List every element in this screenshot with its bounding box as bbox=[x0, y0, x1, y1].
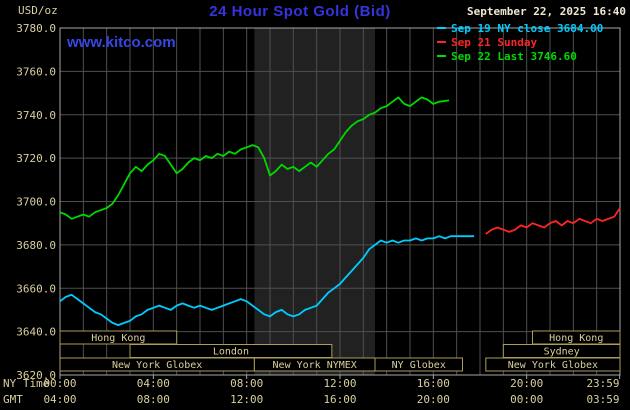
y-axis-tick-label: 3700.0 bbox=[16, 196, 56, 209]
legend-item: Sep 19 NY close 3684.00 bbox=[437, 21, 603, 35]
session-box-label: Sydney bbox=[544, 347, 580, 358]
chart-datetime-label: September 22, 2025 16:40 bbox=[467, 5, 626, 18]
x-axis-gmt-label: 08:00 bbox=[137, 393, 170, 406]
y-axis-tick-label: 3780.0 bbox=[16, 22, 56, 35]
y-axis-tick-label: 3740.0 bbox=[16, 109, 56, 122]
session-box bbox=[59, 330, 178, 345]
legend-label: Sep 22 Last 3746.60 bbox=[451, 49, 577, 63]
x-axis-gmt-label: 20:00 bbox=[417, 393, 450, 406]
x-axis-ny-label: 08:00 bbox=[230, 377, 263, 390]
legend-dash-icon bbox=[437, 27, 446, 29]
session-box-label: Hong Kong bbox=[91, 333, 145, 344]
x-axis-gmt-label: 04:00 bbox=[43, 393, 76, 406]
series-line-sep21-sunday bbox=[485, 207, 621, 235]
ny-time-axis-label: NY Time bbox=[3, 377, 50, 390]
y-axis-tick-label: 3620.0 bbox=[16, 369, 56, 382]
legend: Sep 19 NY close 3684.00 Sep 21 Sunday Sep … bbox=[437, 21, 603, 63]
x-axis-gmt-label: 12:00 bbox=[230, 393, 263, 406]
y-axis-tick-label: 3720.0 bbox=[16, 152, 56, 165]
legend-item: Sep 22 Last 3746.60 bbox=[437, 49, 603, 63]
chart-title: 24 Hour Spot Gold (Bid) bbox=[209, 3, 391, 20]
legend-item: Sep 21 Sunday bbox=[437, 35, 603, 49]
session-box-label: New York Globex bbox=[112, 360, 202, 371]
x-axis-ny-label: 04:00 bbox=[137, 377, 170, 390]
gmt-axis-label: GMT bbox=[3, 393, 23, 406]
x-axis-gmt-label: 00:00 bbox=[510, 393, 543, 406]
y-axis-tick-label: 3680.0 bbox=[16, 239, 56, 252]
session-box bbox=[485, 357, 621, 372]
legend-dash-icon bbox=[437, 41, 446, 43]
session-box-label: New York Globex bbox=[508, 360, 598, 371]
session-box bbox=[374, 357, 463, 372]
y-axis-tick-label: 3640.0 bbox=[16, 326, 56, 339]
x-axis-ny-label: 00:00 bbox=[43, 377, 76, 390]
session-box-label: NY Globex bbox=[392, 360, 446, 371]
x-axis-ny-label: 12:00 bbox=[323, 377, 356, 390]
kitco-watermark-link[interactable]: www.kitco.com bbox=[67, 34, 176, 51]
series-line-sep22-last bbox=[59, 96, 450, 220]
x-axis-gmt-label: 03:59 bbox=[586, 393, 619, 406]
session-box-label: Hong Kong bbox=[549, 333, 603, 344]
y-axis-tick-label: 3660.0 bbox=[16, 282, 56, 295]
y-axis-tick-label: 3760.0 bbox=[16, 65, 56, 78]
x-axis-ny-label: 23:59 bbox=[586, 377, 619, 390]
x-axis-ny-label: 16:00 bbox=[417, 377, 450, 390]
x-axis-gmt-label: 16:00 bbox=[323, 393, 356, 406]
legend-label: Sep 19 NY close 3684.00 bbox=[451, 21, 604, 35]
legend-label: Sep 21 Sunday bbox=[451, 35, 538, 49]
y-axis-units-label: USD/oz bbox=[18, 4, 58, 17]
session-box-label: London bbox=[213, 347, 249, 358]
x-axis-ny-label: 20:00 bbox=[510, 377, 543, 390]
session-box-label: New York NYMEX bbox=[273, 360, 357, 371]
legend-dash-icon bbox=[437, 55, 446, 57]
series-line-sep19-ny-close bbox=[59, 235, 475, 327]
